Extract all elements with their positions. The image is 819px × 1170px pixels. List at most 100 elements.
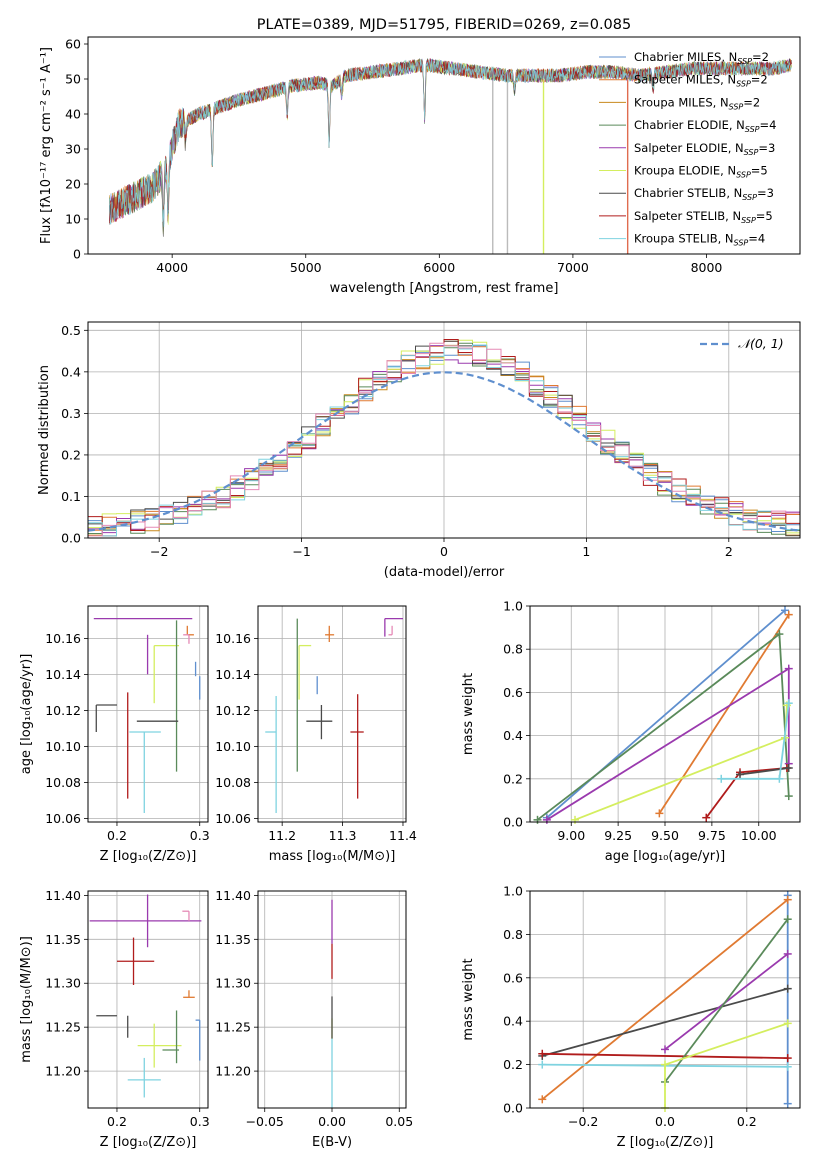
x-tick-label: 9.00 [557,828,585,843]
weight-line [542,1052,788,1059]
y-tick-label: 0.0 [61,531,81,546]
y-tick-label: 10 [65,212,81,227]
histogram-lines [88,339,800,537]
weight-series [533,606,793,824]
y-tick-label: 0.8 [503,927,523,942]
chart-title: PLATE=0389, MJD=51795, FIBERID=0269, z=0… [257,17,631,33]
x-tick-label: 11.2 [268,828,296,843]
age-vs-z-panel: 0.2 0.3 10.06 10.08 10.10 10.12 10.14 10.16 Z [l… [19,605,210,864]
x-axis-label: age [log₁₀(age/yr)] [605,849,726,864]
legend-label: Salpeter ELODIE, NSSP=3 [634,141,775,157]
axes-frame [87,890,209,1109]
y-tick-label: 10.08 [45,775,81,790]
y-tick-label: 10.12 [215,703,251,718]
x-tick-label: 0.2 [107,828,127,843]
y-tick-label: 11.25 [215,1020,251,1035]
legend-label: Kroupa MILES, NSSP=2 [634,95,760,111]
y-axis-label: age [log₁₀(age/yr)] [19,654,34,775]
y-tick-label: 1.0 [503,599,523,614]
weight-line [546,666,790,821]
y-tick-label: 0.3 [61,406,81,421]
axes-frame [87,321,801,539]
y-tick-label: 10.12 [45,703,81,718]
weight-line [542,987,788,1057]
x-axis-label: E(B-V) [312,1135,352,1150]
y-tick-label: 0.8 [503,642,523,657]
x-tick-label: 8000 [691,260,723,275]
y-tick-label: 11.30 [45,976,81,991]
y-tick-label: 0.2 [503,771,523,786]
x-tick-label: −1 [292,544,310,559]
y-tick-label: 0.6 [503,970,523,985]
y-tick-label: 10.16 [215,631,251,646]
y-tick-label: 50 [65,72,81,87]
spectrum-series-line [109,58,792,224]
weight-line [658,614,790,814]
legend: Chabrier MILES, NSSP=2 Salpeter MILES, NS… [599,50,776,248]
x-tick-label: 9.75 [698,828,726,843]
residuals-panel: −2 −1 0 1 2 0.0 0.1 0.2 0.3 0.4 0.5 (data-model)/er… [37,321,801,580]
y-tick-label: 0.0 [503,1101,523,1116]
y-tick-label: 0.2 [61,447,81,462]
spectrum-series-line [109,59,792,227]
x-tick-label: 1 [582,544,590,559]
legend-label: Chabrier MILES, NSSP=2 [634,50,769,66]
axes-frame [257,890,407,1109]
y-tick-label: 11.40 [45,888,81,903]
y-tick-label: 0.4 [61,364,81,379]
weight-line [664,918,789,1083]
weight-vs-z-panel: −0.2 0.0 0.2 0.0 0.2 0.4 0.6 0.8 1.0 Z [log₁₀(Z/Z… [461,884,801,1150]
x-axis-label: Z [log₁₀(Z/Z⊙)] [100,1135,197,1150]
y-tick-label: 10.10 [215,739,251,754]
legend-label: Salpeter MILES, NSSP=2 [634,73,768,89]
legend-label: Kroupa ELODIE, NSSP=5 [634,164,768,180]
x-tick-label: 0 [440,544,448,559]
x-tick-label: 2 [725,544,733,559]
axes-frame [529,890,801,1109]
y-tick-label: 1.0 [503,884,523,899]
weight-vs-age-panel: 9.00 9.25 9.50 9.75 10.00 0.0 0.2 0.4 0.6 0.8 1.0 a… [461,599,801,864]
y-tick-label: 0.2 [503,1057,523,1072]
x-tick-label: 0.0 [655,1114,675,1129]
y-tick-label: 10.14 [45,667,81,682]
y-tick-label: 0.4 [503,1014,523,1029]
axes-frame [529,605,801,823]
y-tick-label: 0.1 [61,489,81,504]
normal-reference-curve [88,371,800,532]
x-tick-label: 0.2 [107,1114,127,1129]
x-tick-label: 0.3 [190,1114,210,1129]
y-tick-label: 40 [65,107,81,122]
legend-label: Chabrier STELIB, NSSP=3 [634,186,774,202]
y-tick-label: 60 [65,37,81,52]
weight-line [705,767,787,819]
y-tick-label: 11.25 [45,1020,81,1035]
y-tick-label: 11.35 [215,932,251,947]
x-tick-label: 0.05 [385,1114,413,1129]
y-axis-label: mass weight [461,673,476,755]
histogram-series [88,342,800,537]
x-axis-label: (data-model)/error [384,565,505,580]
weight-line [536,632,790,821]
spectrum-panel: 4000 5000 6000 7000 8000 0 10 20 30 40 50 60 wavelen… [39,17,801,296]
x-axis-label: wavelength [Angstrom, rest frame] [330,281,559,296]
y-tick-label: 11.30 [215,976,251,991]
x-tick-label: 7000 [557,260,589,275]
x-tick-label: 0.3 [190,828,210,843]
y-axis-label: mass weight [461,958,476,1040]
x-tick-label: 10.00 [741,828,777,843]
legend-label: Salpeter STELIB, NSSP=5 [634,209,773,225]
y-tick-label: 10.16 [45,631,81,646]
y-tick-label: 0.6 [503,685,523,700]
legend-label: Kroupa STELIB, NSSP=4 [634,232,765,248]
y-tick-label: 11.20 [215,1064,251,1079]
y-tick-label: 10.08 [215,775,251,790]
y-tick-label: 0.0 [503,815,523,830]
spectrum-lines [109,57,792,254]
x-axis-label: Z [log₁₀(Z/Z⊙)] [100,849,197,864]
y-tick-label: 10.06 [45,811,81,826]
errorbar-points [265,617,403,813]
y-tick-label: 11.20 [45,1064,81,1079]
y-tick-label: 11.40 [215,888,251,903]
x-tick-label: 11.3 [329,828,357,843]
